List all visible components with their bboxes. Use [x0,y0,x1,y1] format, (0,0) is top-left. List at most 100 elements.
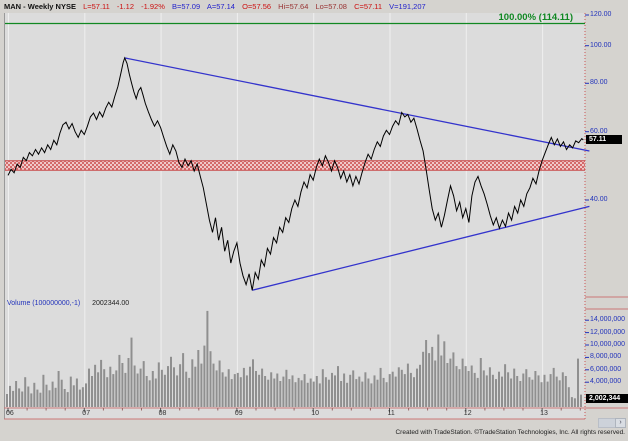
volume-bar [157,362,160,407]
volume-bars-layer[interactable] [6,310,582,407]
volume-bar [397,367,400,407]
price-series-layer[interactable] [7,56,584,291]
volume-bar [346,382,349,407]
drawn-objects-layer[interactable] [4,22,590,291]
time-axis-label: 12 [463,410,472,417]
volume-bar [425,340,428,407]
volume-bar [221,372,224,407]
volume-bar [528,377,531,407]
close-field: C=57.11 [354,2,383,11]
volume-bar [318,383,321,407]
volume-bar [361,381,364,407]
volume-bar [39,392,42,407]
resistance-band-layer[interactable] [4,160,585,171]
volume-bar [121,363,124,407]
volume-bar [148,380,151,407]
volume-bar [546,381,549,407]
volume-bar [24,377,27,407]
volume-bar [94,364,97,407]
volume-bar [212,363,215,407]
volume-bar [385,382,388,407]
volume-bar [200,363,203,407]
volume-bar [376,379,379,407]
volume-bar [479,358,482,407]
volume-bar [309,378,312,407]
volume-bar [522,373,525,407]
volume-bar [249,366,251,407]
volume-bar [133,365,136,407]
volume-bar [63,389,66,407]
price-line-series[interactable] [7,56,584,291]
volume-bar [215,370,218,407]
volume-bar [203,345,206,407]
volume-bar [334,375,336,407]
volume-bar [6,394,8,407]
trendline-ascending-support[interactable] [252,205,590,291]
volume-bar [495,379,497,407]
volume-bar [160,369,163,407]
bid-field: B=57.09 [171,2,201,11]
volume-bar [209,351,212,407]
volume-bar [564,376,567,407]
volume-bar [540,382,543,407]
scroll-right-arrow-icon[interactable]: › [615,418,626,428]
volume-bar [115,370,118,407]
volume-bar [519,381,522,407]
volume-bar [42,374,45,407]
resistance-band[interactable] [4,160,585,171]
volume-bar [273,378,276,407]
volume-bar [36,389,39,407]
volume-bar [12,390,15,407]
volume-bar [561,372,564,407]
volume-bar [413,377,415,407]
volume-bar [577,358,579,407]
horizontal-scrollbar[interactable]: › [598,418,626,428]
volume-indicator-label[interactable]: Volume (100000000,-1) [7,300,81,307]
volume-bar [340,381,343,407]
fib-extension-label[interactable]: 100.00% (114.11) [498,12,573,23]
volume-bar [367,378,370,407]
volume-bar [233,374,236,407]
volume-bar [406,363,409,407]
volume-bar [525,369,528,407]
volume-bar [163,374,166,407]
volume-bar [428,353,431,407]
volume-bar [45,384,48,407]
last-volume-marker: 2,002,344 [586,394,628,403]
volume-bar [352,370,355,407]
volume-bar [422,351,425,407]
volume-bar [145,376,148,407]
volume-bar [510,378,513,407]
volume-bar [379,367,382,407]
volume-bar [78,389,81,407]
volume-bar [467,371,470,407]
volume-bar [75,378,78,407]
volume-axis-label: 10,000,000 [590,341,626,348]
volume-bar [97,372,100,407]
volume-bar [416,368,418,407]
price-axis-label: 80.00 [590,79,608,87]
volume-bar [194,366,197,407]
volume-bar [476,377,479,407]
volume-bar [409,372,412,407]
scrollbar-track[interactable] [598,418,615,428]
volume-bar [327,379,330,407]
volume-bar [358,376,361,407]
volume-bar [288,379,291,407]
volume-bar [15,381,18,407]
volume-bar [127,358,130,407]
volume-bar [30,393,33,407]
quote-bar: MAN - Weekly NYSE L=57.11 -1.12 -1.92% B… [4,2,431,11]
trendline-descending-resistance[interactable] [124,57,590,152]
last-price-field: L=57.11 [83,2,110,11]
volume-bar [72,385,75,407]
volume-bar [558,380,561,407]
time-axis-label: 07 [82,410,91,417]
volume-bar [245,375,248,407]
volume-bar [21,391,24,407]
volume-bar [482,370,485,407]
volume-bar [9,385,11,407]
volume-indicator-row: Volume (100000000,-1) 2002344.00 [7,300,129,307]
volume-bar [230,379,233,407]
